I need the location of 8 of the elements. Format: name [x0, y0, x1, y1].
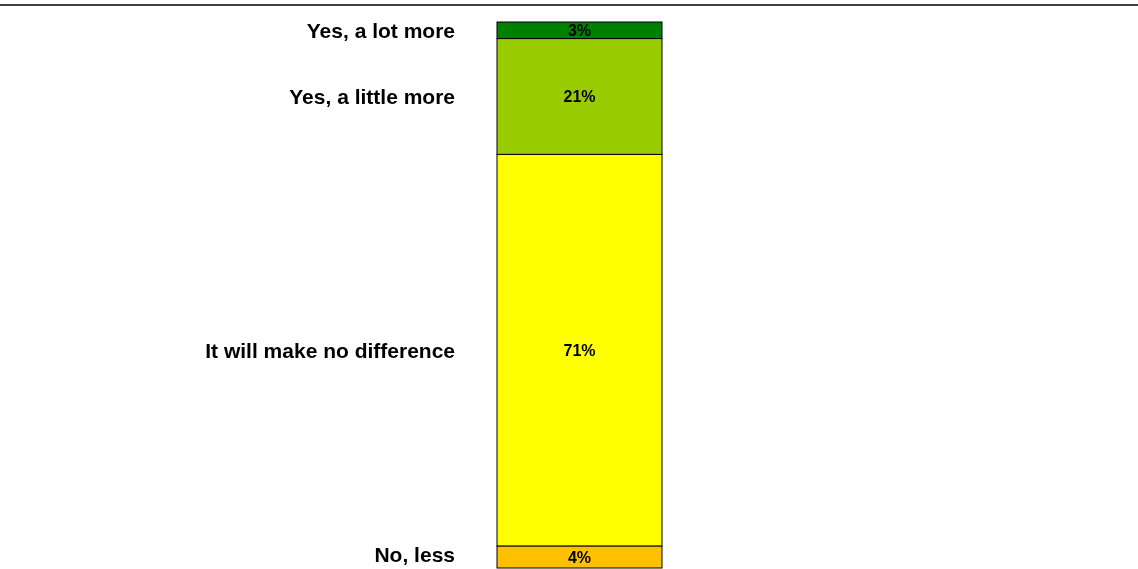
- series-label: Yes, a lot more: [306, 18, 455, 42]
- series-label: It will make no difference: [205, 338, 455, 362]
- data-label: 4%: [567, 548, 592, 566]
- series-label: No, less: [374, 543, 455, 567]
- data-label: 21%: [563, 88, 596, 106]
- series-label: Yes, a little more: [289, 84, 455, 108]
- data-label: 71%: [563, 341, 596, 359]
- data-label: 3%: [567, 21, 592, 39]
